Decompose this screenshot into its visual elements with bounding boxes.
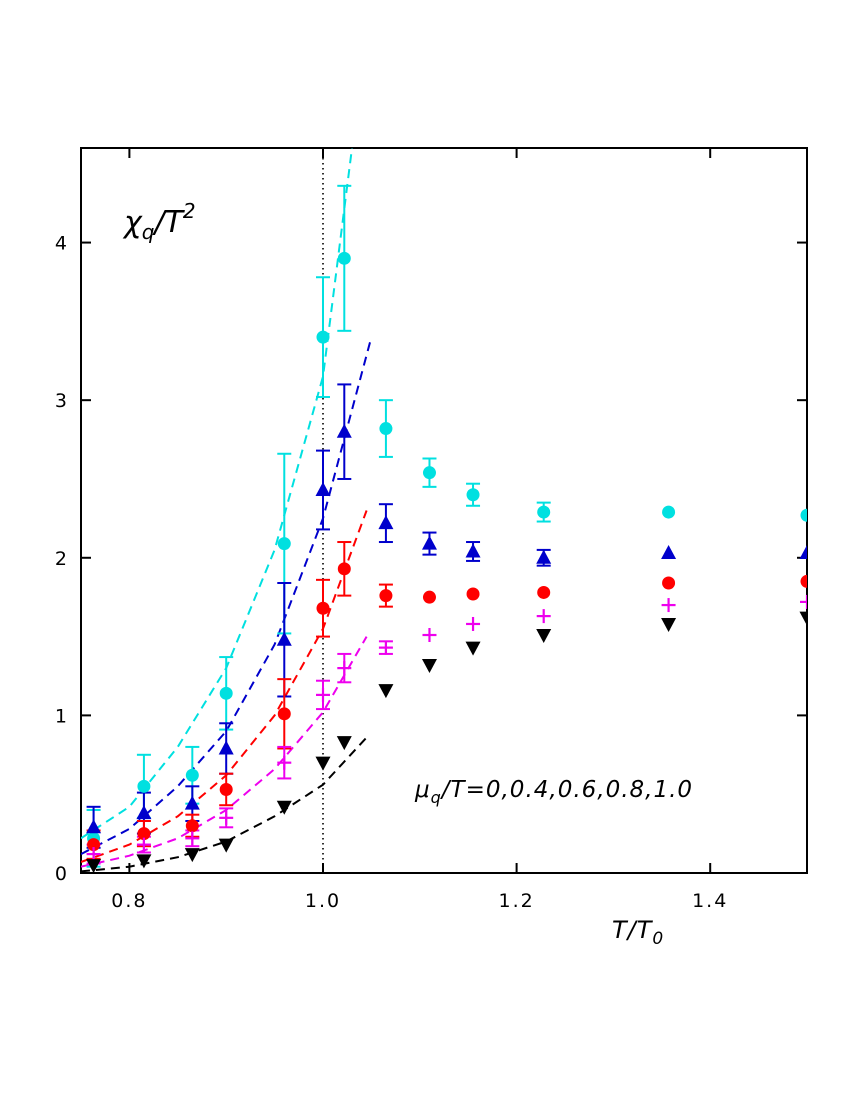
data-point [465,641,481,656]
data-point [421,535,437,550]
data-point [662,505,676,519]
y-tick-label: 2 [55,548,67,570]
y-tick-label: 0 [55,863,67,885]
data-point [316,687,330,702]
x-tick-label: 0.8 [111,890,147,912]
data-point [87,838,101,852]
data-point [136,837,151,852]
data-point [661,545,677,560]
data-point [136,805,152,820]
data-point [466,616,481,631]
data-point [136,854,152,869]
data-point [661,598,676,613]
data-point [185,819,199,833]
fit-curve [81,736,368,873]
data-point [466,587,480,601]
data-point [219,810,234,825]
data-point [536,629,552,644]
data-point [662,576,676,590]
data-point [800,574,807,588]
data-point [378,684,394,699]
data-point [86,859,102,873]
fit-curve [81,148,353,840]
data-point [466,488,480,502]
data-point [661,617,677,632]
data-point [378,515,394,530]
data-point [277,755,292,770]
y-tick-label: 4 [55,233,67,255]
data-point [137,779,151,793]
data-point [421,658,437,673]
data-point [537,585,551,599]
data-point [799,545,807,560]
data-point [379,422,393,436]
plot-frame [80,147,808,874]
data-point [316,601,330,615]
data-point [799,611,807,626]
data-point [219,686,233,700]
data-point [86,847,101,862]
x-tick-label: 1.0 [305,890,341,912]
data-point [337,661,352,676]
data-point [185,831,200,846]
data-point [137,827,151,841]
data-point [219,782,233,796]
data-point [422,628,437,643]
x-tick-label: 1.4 [692,890,728,912]
data-point [800,594,807,609]
data-point [378,640,393,655]
data-point [422,466,436,480]
data-point [218,838,234,853]
data-point [184,848,200,863]
chart-title: χq/T2 [122,199,196,244]
data-point [465,543,481,558]
data-point [337,562,351,576]
data-point [336,736,352,751]
data-point [316,330,330,344]
data-point [276,800,292,815]
data-point [536,609,551,624]
error-bars [86,184,551,868]
x-tick-label: 1.2 [498,890,534,912]
data-point [336,423,352,438]
data-point [536,549,552,564]
y-tick-label: 3 [55,390,67,412]
data-points [86,251,807,873]
data-point [184,795,200,810]
data-point [86,819,102,834]
data-point [422,590,436,604]
data-point [800,508,807,522]
data-point [315,482,331,497]
data-point [218,740,234,755]
data-point [277,537,291,551]
data-point [315,756,331,771]
x-axis-label: T/T0 [612,916,664,949]
data-point [185,768,199,782]
y-tick-label: 1 [55,705,67,727]
data-point [379,589,393,603]
data-point [337,251,351,265]
data-point [277,707,291,721]
data-point [276,631,292,646]
axis-layer: 0.8 1.0 1.2 1.4 0 1 2 3 4 [55,148,807,912]
series-annotation: μq/T=0,0.4,0.6,0.8,1.0 [414,777,693,807]
data-point [537,505,551,519]
